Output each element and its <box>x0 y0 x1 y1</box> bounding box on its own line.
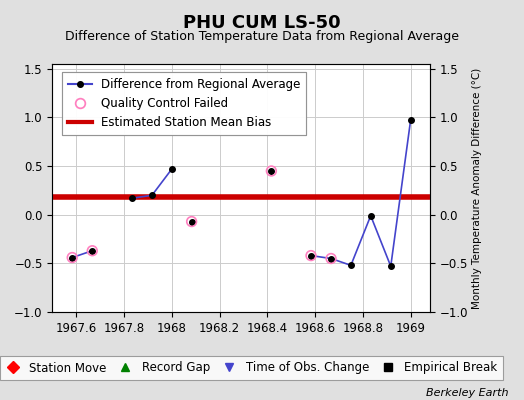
Point <box>188 218 196 225</box>
Y-axis label: Monthly Temperature Anomaly Difference (°C): Monthly Temperature Anomaly Difference (… <box>472 67 482 309</box>
Text: Berkeley Earth: Berkeley Earth <box>426 388 508 398</box>
Point <box>327 255 335 262</box>
Point <box>267 168 276 174</box>
Text: PHU CUM LS-50: PHU CUM LS-50 <box>183 14 341 32</box>
Point <box>88 248 96 254</box>
Legend: Difference from Regional Average, Quality Control Failed, Estimated Station Mean: Difference from Regional Average, Qualit… <box>62 72 307 135</box>
Text: Difference of Station Temperature Data from Regional Average: Difference of Station Temperature Data f… <box>65 30 459 43</box>
Legend: Station Move, Record Gap, Time of Obs. Change, Empirical Break: Station Move, Record Gap, Time of Obs. C… <box>0 356 504 380</box>
Point <box>68 254 77 261</box>
Point <box>307 252 315 259</box>
